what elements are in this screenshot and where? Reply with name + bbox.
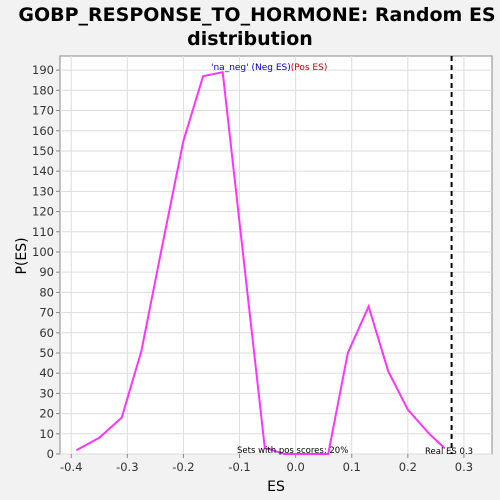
chart-title-line1: GOBP_RESPONSE_TO_HORMONE: Random ES	[18, 4, 495, 26]
y-axis-label: P(ES)	[14, 237, 30, 274]
data-point	[367, 305, 370, 308]
legend-neg: 'na_neg' (Neg ES)(Pos ES)	[211, 63, 327, 73]
y-axis-ticks: 0 10 20 30 40 50 60 70 80 90 100 110 120 130 140 150 160…	[32, 63, 60, 461]
x-axis-label: ES	[267, 479, 285, 495]
data-point	[387, 370, 390, 372]
y-tick-label: 60	[39, 326, 54, 340]
data-point	[244, 271, 246, 273]
x-tick-label: -0.2	[172, 460, 194, 474]
y-tick-label: 110	[32, 225, 54, 239]
x-tick-label: 0.2	[399, 460, 417, 474]
data-point	[263, 447, 266, 449]
y-tick-label: 40	[39, 366, 54, 380]
data-point	[202, 75, 204, 78]
x-tick-label: -0.3	[116, 460, 138, 474]
sets-annotation: Sets with pos scores: 20%	[237, 446, 348, 456]
data-point	[76, 449, 78, 451]
plot-area	[59, 55, 493, 455]
data-point	[347, 352, 349, 354]
data-point	[221, 71, 224, 73]
data-point	[140, 350, 143, 352]
x-axis-ticks: -0.4 -0.3 -0.2 -0.1 0.0 0.1 0.2 0.3	[60, 454, 473, 474]
data-point	[407, 408, 409, 411]
y-tick-label: 20	[39, 407, 54, 421]
data-point	[98, 437, 101, 439]
data-point	[160, 251, 162, 253]
y-tick-label: 170	[32, 104, 54, 118]
y-tick-label: 120	[32, 205, 54, 219]
y-tick-label: 100	[32, 245, 54, 259]
y-tick-label: 0	[47, 447, 54, 461]
data-point	[443, 447, 446, 449]
y-tick-label: 30	[39, 386, 54, 400]
data-point	[182, 140, 185, 142]
y-tick-label: 90	[39, 265, 54, 279]
x-tick-label: -0.1	[228, 460, 250, 474]
data-point	[327, 453, 329, 455]
x-tick-label: 0.3	[455, 460, 473, 474]
y-tick-label: 160	[32, 124, 54, 138]
x-tick-label: -0.4	[60, 460, 82, 474]
data-point	[120, 416, 123, 419]
y-tick-label: 140	[32, 164, 54, 178]
data-point	[283, 453, 286, 455]
y-tick-label: 70	[39, 306, 54, 320]
chart-title-line2: distribution	[187, 28, 313, 50]
series-points	[76, 71, 446, 455]
y-tick-label: 50	[39, 346, 54, 360]
data-point	[306, 453, 308, 455]
y-tick-label: 190	[32, 63, 54, 77]
data-point	[428, 432, 430, 435]
grid	[60, 56, 492, 455]
x-tick-label: 0.1	[343, 460, 361, 474]
legend-neg-label: 'na_neg' (Neg ES)	[211, 63, 291, 73]
y-tick-label: 80	[39, 285, 54, 299]
x-tick-label: 0.0	[286, 460, 304, 474]
y-tick-label: 10	[39, 427, 54, 441]
legend-pos-label: (Pos ES)	[291, 63, 328, 73]
y-tick-label: 180	[32, 83, 54, 97]
y-tick-label: 150	[32, 144, 54, 158]
real-es-annotation: Real ES 0.3	[425, 447, 473, 457]
y-tick-label: 130	[32, 184, 54, 198]
